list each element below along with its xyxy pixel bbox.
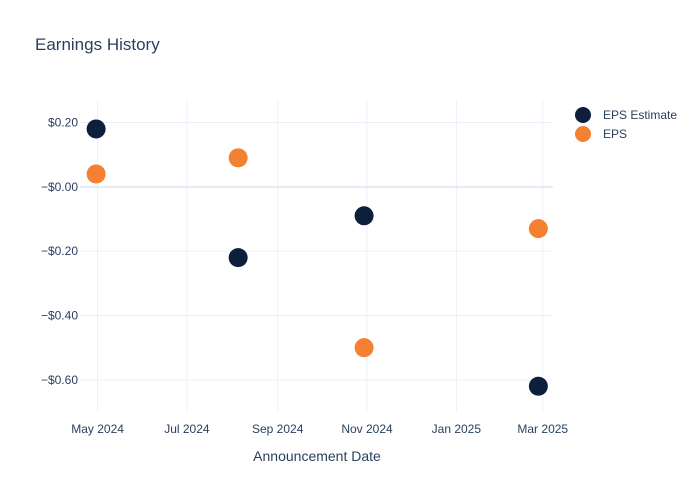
x-axis-title: Announcement Date [253,448,381,464]
y-tick-label: −$0.00 [41,180,78,194]
x-tick-label: Nov 2024 [341,422,393,436]
y-tick-label: −$0.20 [41,244,78,258]
x-axis-ticks: May 2024 Jul 2024 Sep 2024 Nov 2024 Jan 2025… [71,422,568,436]
y-tick-label: $0.20 [48,116,78,130]
eps-estimate-point[interactable] [86,119,106,139]
y-axis-ticks: $0.20 −$0.00 −$0.20 −$0.40 −$0.60 [41,116,78,387]
eps-point[interactable] [354,338,374,358]
y-tick-label: −$0.40 [41,309,78,323]
data-points [86,119,548,396]
chart-title: Earnings History [35,35,160,54]
eps-point[interactable] [86,164,106,184]
legend: EPS Estimate EPS [575,107,677,142]
eps-legend-label: EPS [603,127,627,141]
eps-estimate-legend-label: EPS Estimate [603,108,677,122]
eps-legend-marker[interactable] [575,126,591,142]
x-tick-label: May 2024 [71,422,124,436]
eps-estimate-point[interactable] [228,248,248,268]
eps-estimate-point[interactable] [528,376,548,396]
x-tick-label: Jan 2025 [432,422,482,436]
grid-lines [80,100,553,412]
x-tick-label: Sep 2024 [252,422,304,436]
x-tick-label: Jul 2024 [164,422,210,436]
eps-estimate-point[interactable] [354,206,374,226]
eps-point[interactable] [228,148,248,168]
eps-point[interactable] [528,219,548,239]
y-tick-label: −$0.60 [41,373,78,387]
eps-estimate-legend-marker[interactable] [575,107,591,123]
x-tick-label: Mar 2025 [517,422,568,436]
